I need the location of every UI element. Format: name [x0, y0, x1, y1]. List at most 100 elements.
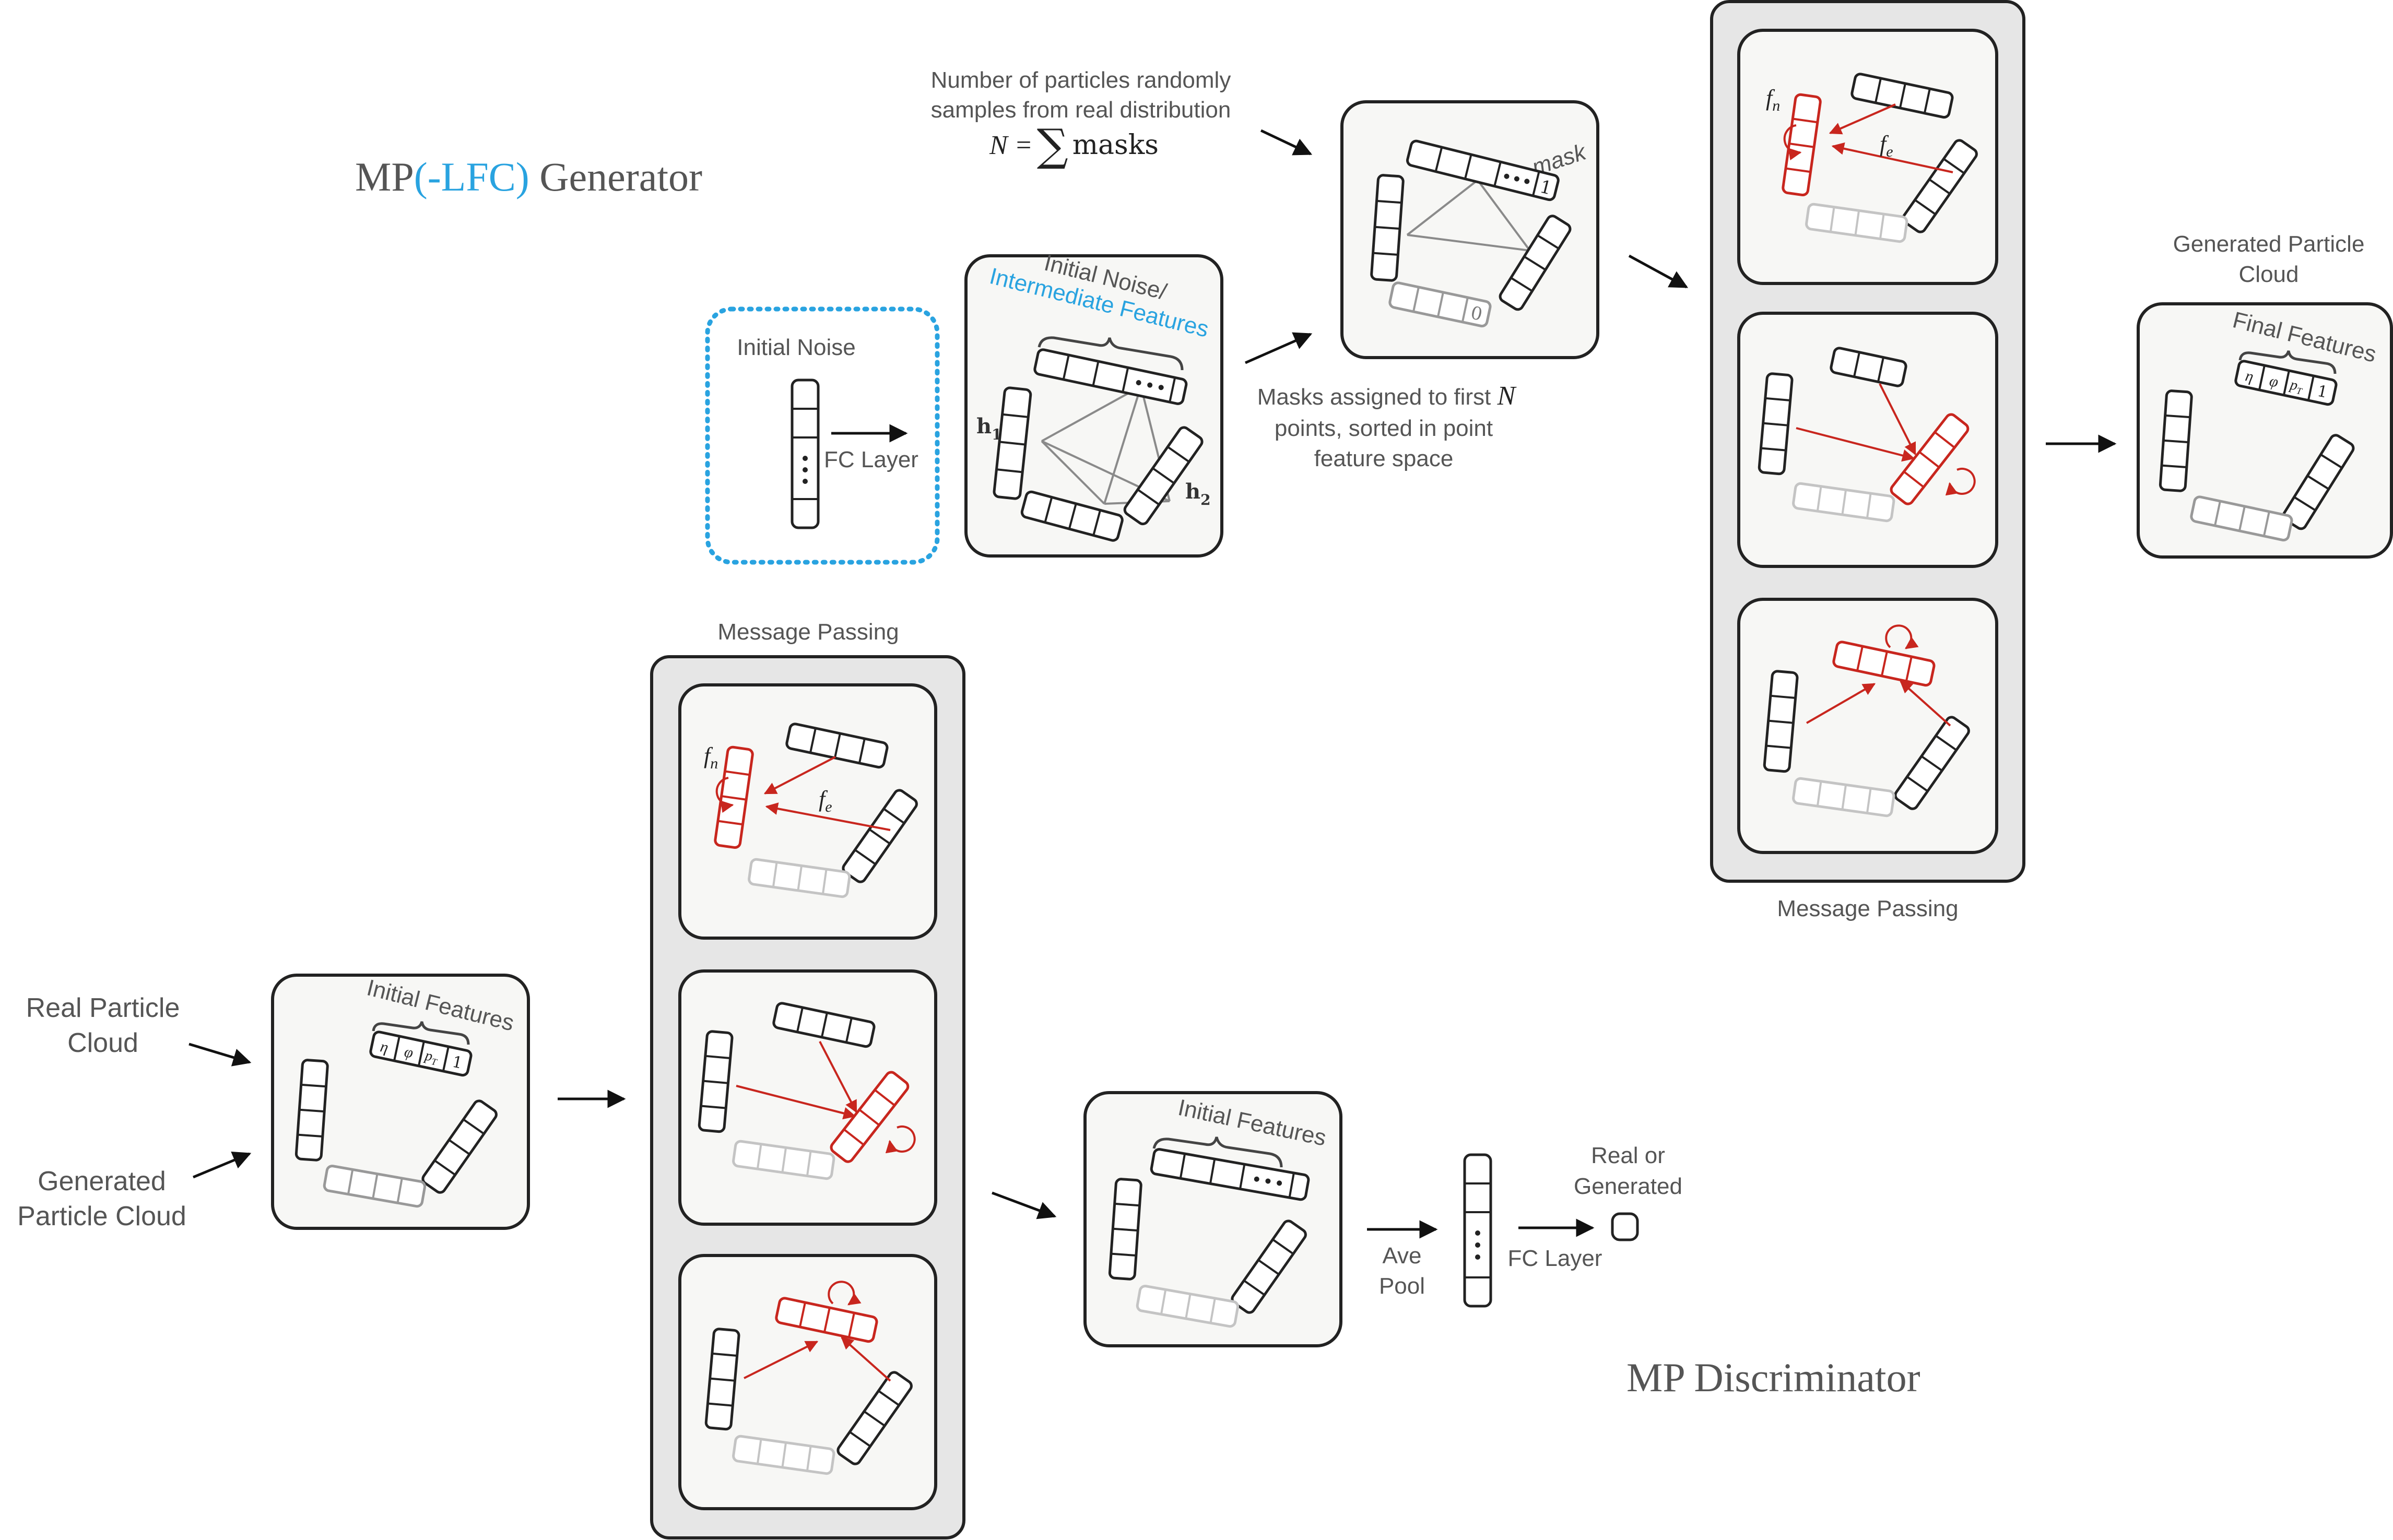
- gen-mp-step3-vec-red: [1832, 641, 1936, 687]
- disc-features-vec-faded: [1136, 1285, 1240, 1328]
- mask-vector-left: [1370, 174, 1405, 282]
- generator-title-prefix: MP: [355, 154, 414, 199]
- final-features-box: [2137, 302, 2393, 559]
- disc-initial-brace: [372, 1021, 470, 1045]
- disc-mp-step2-vec-left: [698, 1030, 734, 1133]
- disc-features-vec-right: [1231, 1219, 1307, 1314]
- gen-mp-step2-edge-2: [1796, 427, 1915, 462]
- disc-features-vec-left: [1108, 1178, 1142, 1281]
- arrow-num-particles-to-mask: [1260, 129, 1313, 156]
- disc-mp-step3-self-loop: [828, 1281, 862, 1306]
- initial-noise-label: Initial Noise: [737, 335, 855, 360]
- arrow-intermediate-to-mask: [1244, 332, 1313, 364]
- mask-edges: [1406, 179, 1531, 252]
- gen-mp-step2-vec-red: [1890, 413, 1970, 505]
- generated-cloud-line1: Generated Particle: [2173, 231, 2365, 257]
- gen-mp-step3-vec-faded: [1792, 777, 1895, 818]
- disc-mp-step2-edge-1: [819, 1041, 857, 1113]
- gen-mp-step1-vec-red: [1782, 93, 1822, 197]
- gen-mp-step2-vec-faded: [1792, 482, 1895, 523]
- final-features-brace: [2238, 350, 2337, 374]
- disc-mp-step1-vec-red: [714, 745, 754, 849]
- disc-mp-step3-vec-left: [704, 1328, 740, 1431]
- disc-mp-step1-vec-faded: [748, 858, 851, 898]
- gen-mp-step1-edge-1: [1829, 103, 1896, 135]
- intermediate-vector-h1: [993, 386, 1032, 500]
- generated-cloud-line2: Cloud: [2239, 262, 2299, 287]
- gen-mp-step3-vec-right: [1894, 716, 1970, 810]
- disc-mp-step2-edge-2: [736, 1085, 856, 1120]
- intermediate-vector-top: [1033, 348, 1188, 405]
- disc-initial-vec-faded: [323, 1165, 427, 1208]
- disc-mp-step2-vec-faded: [732, 1140, 835, 1180]
- gen-mp-step1-vec-faded: [1805, 203, 1908, 243]
- intermediate-vector-h2: [1123, 426, 1204, 526]
- real-cloud-line1: Real Particle: [26, 993, 180, 1023]
- arrow-disc-mp-to-features: [992, 1191, 1057, 1219]
- gen-mp-step2-edge-1: [1879, 383, 1916, 456]
- output-node: [1611, 1212, 1639, 1241]
- disc-mp-step3-edge-1: [744, 1341, 819, 1379]
- output-line2: Generated: [1574, 1174, 1682, 1199]
- fully-connected-edges: [1041, 385, 1171, 505]
- generator-title: MP(-LFC) Generator: [355, 154, 702, 199]
- disc-mp-step3-vec-right: [836, 1371, 913, 1465]
- num-particles-line2: samples from real distribution: [931, 97, 1231, 123]
- disc-mp-step1-self-loop: [715, 777, 734, 813]
- gen-mp-step1-edge-2: [1831, 142, 1953, 173]
- arrow-mask-to-mp: [1628, 254, 1689, 289]
- svg-text:φ: φ: [2268, 372, 2280, 391]
- disc-mp-step3-edge-2: [841, 1336, 891, 1382]
- h2-label: h2: [1185, 479, 1211, 508]
- arrow-gen-to-features: [193, 1151, 252, 1179]
- svg-text:η: η: [2244, 367, 2255, 385]
- h1-label: h1: [976, 414, 1002, 443]
- final-features-vec-faded: [2190, 495, 2293, 542]
- gen-mp-step1-self-loop: [1783, 124, 1802, 161]
- disc-features-vector-top: [1150, 1148, 1310, 1201]
- gen-mp-step3-edge-2: [1900, 680, 1951, 727]
- disc-initial-features-box: [271, 974, 530, 1230]
- disc-initial-vec-right: [421, 1099, 498, 1194]
- disc-initial-vector: η φ pT 1: [369, 1030, 473, 1077]
- num-particles-line1: Number of particles randomly: [931, 67, 1231, 93]
- svg-text:φ: φ: [403, 1043, 415, 1062]
- real-cloud-line2: Cloud: [67, 1028, 138, 1058]
- gen-mp-step2-self-loop: [1945, 468, 1976, 496]
- final-features-vector: η φ pT 1: [2234, 360, 2338, 406]
- discriminator-title: MP Discriminator: [1626, 1355, 1920, 1400]
- generator-title-suffix: Generator: [529, 154, 702, 199]
- masks-note-line2: points, sorted in point: [1275, 416, 1493, 441]
- final-features-vec-left: [2159, 389, 2193, 492]
- output-line1: Real or: [1591, 1143, 1665, 1168]
- gen-mp-step3-self-loop: [1885, 624, 1919, 649]
- n-equation: N =∑ masks: [989, 120, 1159, 171]
- disc-mp-step2-self-loop: [885, 1126, 916, 1154]
- mask-vector-right: [1499, 215, 1572, 311]
- disc-mp-step2-vec-top: [772, 1002, 876, 1048]
- noise-vector: [791, 378, 820, 529]
- gen-mp-step3-edge-1: [1806, 683, 1876, 724]
- mask-vector-top: 1: [1406, 139, 1560, 202]
- svg-text:η: η: [379, 1038, 390, 1056]
- intermediate-vector-bottom: [1020, 490, 1124, 542]
- pooled-vector: [1463, 1153, 1492, 1308]
- arrow-real-to-features: [188, 1043, 252, 1067]
- gen-mp-step3-vec-left: [1763, 670, 1799, 773]
- mask-vector-bottom-masked: 0: [1388, 281, 1492, 328]
- fc-layer-label-disc: FC Layer: [1508, 1246, 1602, 1271]
- masks-note-line1: Masks assigned to first N: [1257, 381, 1517, 411]
- gen-mp-step1-vec-right: [1902, 139, 1978, 233]
- masks-note-line3: feature space: [1314, 446, 1454, 471]
- disc-mp-step1-edge-1: [763, 756, 836, 795]
- disc-initial-brace-2: [1152, 1136, 1283, 1168]
- initial-noise-box: [705, 306, 940, 565]
- disc-mp-step1-edge-2: [765, 802, 891, 831]
- disc-mp-step3-vec-red: [775, 1297, 878, 1343]
- disc-mp-step1-vec-top: [785, 722, 889, 769]
- gen-mp-step2-vec-top: [1830, 347, 1907, 387]
- gen-mp-step1-vec-top: [1850, 73, 1954, 119]
- disc-mp-step2-vec-red: [830, 1071, 910, 1163]
- fc-layer-label-gen: FC Layer: [824, 447, 918, 472]
